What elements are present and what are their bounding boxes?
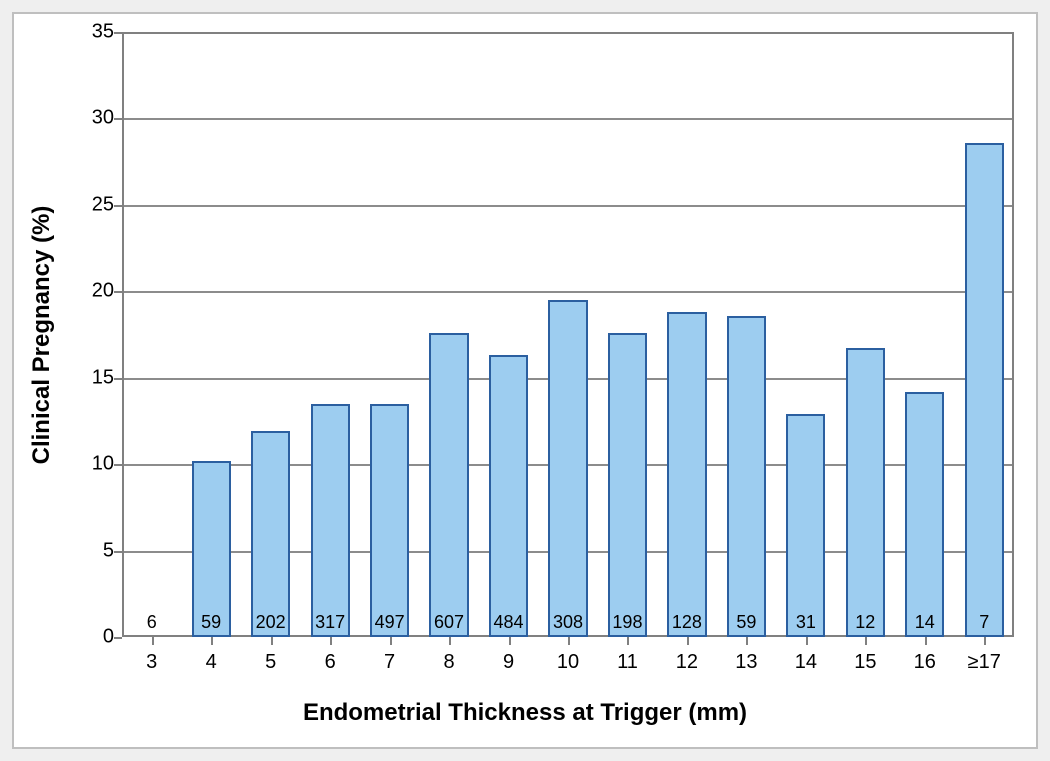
bar-slot: 484 — [489, 32, 528, 637]
bar-count-label: 128 — [667, 612, 706, 633]
y-tick-mark — [114, 637, 122, 639]
bar-slot: 7 — [965, 32, 1004, 637]
chart-panel: Clinical Pregnancy (%) 05101520253035364… — [12, 12, 1038, 749]
x-tick-label: 4 — [206, 651, 217, 674]
bar-slot: 317 — [311, 32, 350, 637]
bar — [905, 392, 944, 637]
x-tick-label: 9 — [503, 651, 514, 674]
x-tick-label: 11 — [617, 651, 638, 674]
bar-slot: 198 — [608, 32, 647, 637]
y-tick-label: 0 — [74, 626, 114, 649]
bar — [786, 414, 825, 637]
bar-count-label: 497 — [370, 612, 409, 633]
x-tick-mark — [509, 637, 511, 645]
y-tick-mark — [114, 118, 122, 120]
bar — [667, 312, 706, 637]
x-tick-mark — [687, 637, 689, 645]
plot-area: 0510152025303536459520263177497860794841… — [122, 32, 1014, 637]
bar-count-label: 31 — [786, 612, 825, 633]
x-tick-label: 6 — [325, 651, 336, 674]
chart-frame: Clinical Pregnancy (%) 05101520253035364… — [0, 0, 1050, 761]
bar — [311, 404, 350, 637]
x-tick-mark — [390, 637, 392, 645]
y-tick-mark — [114, 205, 122, 207]
bar-slot: 14 — [905, 32, 944, 637]
x-tick-mark — [271, 637, 273, 645]
x-axis-title: Endometrial Thickness at Trigger (mm) — [14, 699, 1036, 727]
bar — [489, 355, 528, 637]
bar — [429, 333, 468, 637]
y-tick-label: 25 — [74, 193, 114, 216]
bar — [846, 348, 885, 637]
bar-count-label: 484 — [489, 612, 528, 633]
y-tick-label: 15 — [74, 366, 114, 389]
y-tick-label: 10 — [74, 453, 114, 476]
y-tick-mark — [114, 291, 122, 293]
bar-count-label: 14 — [905, 612, 944, 633]
y-tick-label: 30 — [74, 107, 114, 130]
bar-count-label: 7 — [965, 612, 1004, 633]
bar-count-label: 59 — [727, 612, 766, 633]
bar-slot: 202 — [251, 32, 290, 637]
x-tick-label: 8 — [444, 651, 455, 674]
x-tick-label: 5 — [265, 651, 276, 674]
x-tick-mark — [746, 637, 748, 645]
y-tick-mark — [114, 378, 122, 380]
y-tick-mark — [114, 551, 122, 553]
x-tick-mark — [806, 637, 808, 645]
x-tick-mark — [925, 637, 927, 645]
bar-count-label: 59 — [192, 612, 231, 633]
bar-slot: 6 — [132, 32, 171, 637]
bar-slot: 607 — [429, 32, 468, 637]
bar-count-label: 12 — [846, 612, 885, 633]
bar-count-label: 6 — [132, 612, 171, 633]
x-tick-mark — [330, 637, 332, 645]
bar-slot: 59 — [727, 32, 766, 637]
x-tick-label: 16 — [914, 651, 936, 674]
x-tick-mark — [568, 637, 570, 645]
bar-slot: 31 — [786, 32, 825, 637]
y-tick-mark — [114, 464, 122, 466]
bar-slot: 12 — [846, 32, 885, 637]
x-tick-label: 13 — [735, 651, 757, 674]
bar — [727, 316, 766, 638]
y-tick-label: 35 — [74, 21, 114, 44]
bar-slot: 497 — [370, 32, 409, 637]
y-tick-label: 20 — [74, 280, 114, 303]
x-tick-mark — [865, 637, 867, 645]
x-tick-label: 15 — [854, 651, 876, 674]
x-tick-label: 14 — [795, 651, 817, 674]
x-tick-label: 12 — [676, 651, 698, 674]
bar-count-label: 198 — [608, 612, 647, 633]
bar-count-label: 202 — [251, 612, 290, 633]
bar-count-label: 607 — [429, 612, 468, 633]
x-tick-mark — [627, 637, 629, 645]
x-tick-mark — [984, 637, 986, 645]
bar — [965, 143, 1004, 637]
x-tick-mark — [449, 637, 451, 645]
y-tick-mark — [114, 32, 122, 34]
x-tick-label: 10 — [557, 651, 579, 674]
x-tick-label: 3 — [146, 651, 157, 674]
bar-count-label: 308 — [548, 612, 587, 633]
bar — [192, 461, 231, 637]
bar-slot: 59 — [192, 32, 231, 637]
x-tick-mark — [152, 637, 154, 645]
bar — [251, 431, 290, 637]
y-axis-title: Clinical Pregnancy (%) — [28, 205, 56, 464]
x-tick-mark — [211, 637, 213, 645]
bar-count-label: 317 — [311, 612, 350, 633]
bar-slot: 128 — [667, 32, 706, 637]
y-tick-label: 5 — [74, 539, 114, 562]
bar — [548, 300, 587, 637]
bar — [608, 333, 647, 637]
x-tick-label: ≥17 — [968, 651, 1001, 674]
x-tick-label: 7 — [384, 651, 395, 674]
bar-slot: 308 — [548, 32, 587, 637]
bar — [370, 404, 409, 637]
